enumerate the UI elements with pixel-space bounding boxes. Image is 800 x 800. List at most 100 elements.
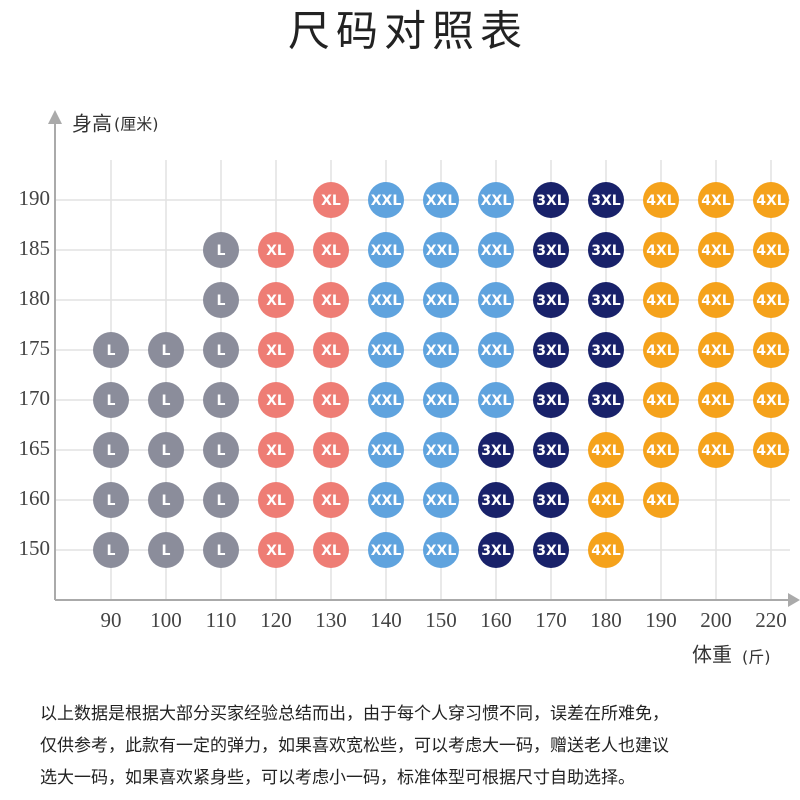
size-dot xyxy=(423,282,459,318)
size-label: 3XL xyxy=(591,193,621,209)
size-label: XL xyxy=(321,543,341,559)
size-label: 4XL xyxy=(756,393,786,409)
size-dot xyxy=(313,282,349,318)
size-dot xyxy=(423,482,459,518)
size-dot xyxy=(368,282,404,318)
size-dot xyxy=(698,332,734,368)
size-label: XXL xyxy=(426,443,457,459)
y-tick-label: 185 xyxy=(19,236,51,260)
size-label: XXL xyxy=(426,543,457,559)
size-label: 4XL xyxy=(646,293,676,309)
size-label: 4XL xyxy=(701,443,731,459)
size-label: 4XL xyxy=(756,193,786,209)
size-dot xyxy=(423,532,459,568)
size-label: L xyxy=(162,543,171,559)
size-label: 4XL xyxy=(701,393,731,409)
size-dot xyxy=(368,532,404,568)
size-label: 3XL xyxy=(536,543,566,559)
size-dot xyxy=(478,532,514,568)
size-dot xyxy=(478,182,514,218)
size-label: 4XL xyxy=(701,243,731,259)
size-label: XL xyxy=(321,243,341,259)
size-label: XL xyxy=(321,293,341,309)
size-dot xyxy=(313,182,349,218)
size-dot xyxy=(258,232,294,268)
size-label: 3XL xyxy=(536,293,566,309)
size-dot xyxy=(423,232,459,268)
x-tick-label: 120 xyxy=(260,608,292,632)
size-label: 4XL xyxy=(646,343,676,359)
size-dot xyxy=(753,232,789,268)
x-tick-label: 190 xyxy=(645,608,677,632)
size-dot xyxy=(753,332,789,368)
size-dot xyxy=(258,482,294,518)
size-label: 3XL xyxy=(591,343,621,359)
size-label: 3XL xyxy=(536,443,566,459)
x-tick-label: 140 xyxy=(370,608,402,632)
size-label: 4XL xyxy=(591,543,621,559)
size-label: XXL xyxy=(426,243,457,259)
size-label: 3XL xyxy=(536,243,566,259)
size-label: XXL xyxy=(371,193,402,209)
size-dot xyxy=(313,382,349,418)
size-label: 3XL xyxy=(481,493,511,509)
size-dot xyxy=(753,282,789,318)
size-dot xyxy=(588,332,624,368)
size-dot xyxy=(203,432,239,468)
size-label: XXL xyxy=(371,393,402,409)
size-dot xyxy=(643,332,679,368)
size-dot xyxy=(698,182,734,218)
size-label: 4XL xyxy=(701,343,731,359)
size-label: XL xyxy=(266,443,286,459)
size-dot xyxy=(423,182,459,218)
y-tick-label: 175 xyxy=(19,336,51,360)
size-label: XL xyxy=(321,493,341,509)
size-label: L xyxy=(162,493,171,509)
size-dot xyxy=(478,282,514,318)
x-axis-arrow xyxy=(788,593,800,607)
size-label: L xyxy=(217,443,226,459)
size-label: XXL xyxy=(481,243,512,259)
size-label: XXL xyxy=(371,543,402,559)
size-dot xyxy=(533,332,569,368)
size-dot xyxy=(478,232,514,268)
size-dot xyxy=(203,282,239,318)
size-dot xyxy=(148,482,184,518)
size-label: L xyxy=(107,543,116,559)
size-label: XXL xyxy=(371,493,402,509)
size-dot xyxy=(753,182,789,218)
size-label: XXL xyxy=(371,243,402,259)
size-dot xyxy=(478,382,514,418)
size-label: 4XL xyxy=(701,293,731,309)
size-dot xyxy=(698,432,734,468)
size-label: XXL xyxy=(371,293,402,309)
size-label: XL xyxy=(266,343,286,359)
note: 以上数据是根据大部分买家经验总结而出，由于每个人穿习惯不同，误差在所难免， 仅供参… xyxy=(40,698,780,794)
size-label: XL xyxy=(321,343,341,359)
size-label: XXL xyxy=(481,343,512,359)
y-tick-label: 170 xyxy=(19,386,51,410)
size-dot xyxy=(203,382,239,418)
size-dot xyxy=(588,282,624,318)
size-label: 3XL xyxy=(481,543,511,559)
size-label: L xyxy=(107,443,116,459)
size-dot xyxy=(368,182,404,218)
size-label: L xyxy=(107,343,116,359)
size-dot xyxy=(258,282,294,318)
x-tick-label: 110 xyxy=(206,608,237,632)
size-dot xyxy=(533,182,569,218)
size-label: L xyxy=(217,493,226,509)
y-tick-label: 150 xyxy=(19,536,51,560)
size-label: 4XL xyxy=(646,193,676,209)
size-dot xyxy=(698,232,734,268)
y-tick-label: 180 xyxy=(19,286,51,310)
y-axis-label: 身高 xyxy=(72,112,112,136)
x-axis-unit: (斤) xyxy=(742,648,771,667)
size-label: 4XL xyxy=(756,243,786,259)
x-tick-label: 100 xyxy=(150,608,182,632)
size-dot xyxy=(93,432,129,468)
size-dot xyxy=(533,232,569,268)
note-line: 以上数据是根据大部分买家经验总结而出，由于每个人穿习惯不同，误差在所难免， xyxy=(40,704,669,724)
size-dot xyxy=(588,232,624,268)
